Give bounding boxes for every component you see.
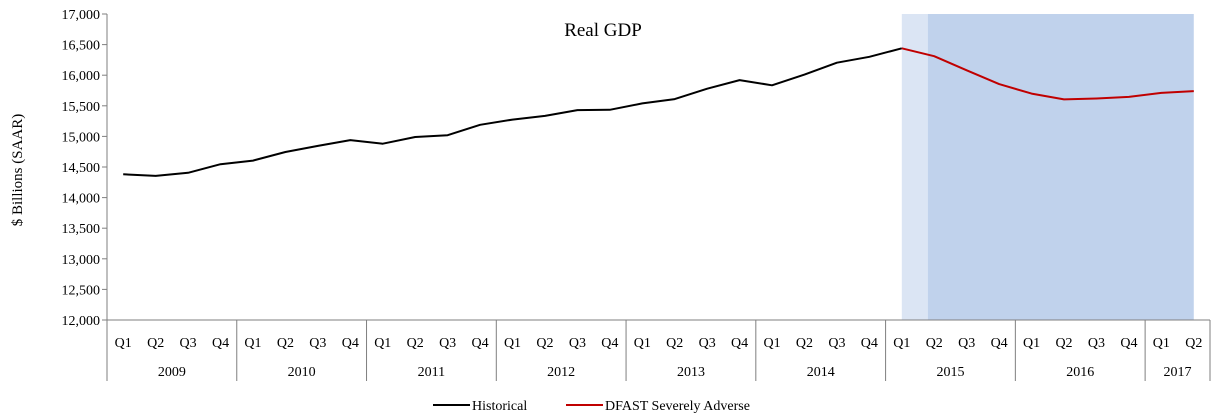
series-line-historical <box>123 47 903 177</box>
x-tick-label-year: 2011 <box>418 365 445 380</box>
x-tick-label-quarter: Q1 <box>763 336 780 351</box>
x-tick-label-quarter: Q1 <box>374 336 391 351</box>
legend-dfast-label: DFAST Severely Adverse <box>605 399 750 414</box>
x-tick-label-year: 2013 <box>677 365 705 380</box>
x-tick-label-quarter: Q4 <box>1120 336 1137 351</box>
y-tick-label: 14,000 <box>62 192 101 207</box>
x-tick-label-year: 2012 <box>547 365 575 380</box>
x-tick-label-quarter: Q3 <box>699 336 716 351</box>
x-tick-label-quarter: Q1 <box>115 336 132 351</box>
x-tick-label-quarter: Q3 <box>180 336 197 351</box>
x-tick-label-quarter: Q4 <box>342 336 359 351</box>
x-tick-label-year: 2010 <box>288 365 316 380</box>
shading-band-1 <box>927 14 1194 320</box>
x-tick-label-quarter: Q3 <box>958 336 975 351</box>
x-tick-label-quarter: Q4 <box>472 336 489 351</box>
series-line-dfast-severely-adverse <box>901 47 1194 101</box>
y-tick-label: 15,000 <box>62 130 101 145</box>
x-tick-label-quarter: Q4 <box>991 336 1008 351</box>
x-tick-label-quarter: Q3 <box>439 336 456 351</box>
x-tick-label-quarter: Q2 <box>926 336 943 351</box>
x-tick-label-quarter: Q2 <box>407 336 424 351</box>
x-tick-label-quarter: Q4 <box>731 336 748 351</box>
series-lines <box>123 47 1194 177</box>
y-tick-label: 17,000 <box>62 8 101 23</box>
legend-historical-label: Historical <box>472 399 527 414</box>
x-tick-label-quarter: Q2 <box>277 336 294 351</box>
y-axis-label: $ Billions (SAAR) <box>10 114 26 227</box>
x-tick-label-quarter: Q1 <box>244 336 261 351</box>
y-tick-label: 13,000 <box>62 253 101 268</box>
forecast-shading <box>901 14 1194 320</box>
x-tick-label-quarter: Q1 <box>504 336 521 351</box>
x-tick-label-quarter: Q3 <box>309 336 326 351</box>
shading-band-0 <box>901 14 928 320</box>
x-tick-label-quarter: Q3 <box>828 336 845 351</box>
x-tick-label-quarter: Q4 <box>861 336 878 351</box>
y-tick-label: 12,000 <box>62 314 101 329</box>
x-tick-label-year: 2016 <box>1066 365 1094 380</box>
x-tick-label-quarter: Q3 <box>569 336 586 351</box>
x-axis: Q1 Q2 Q3 Q4 Q1 Q2 Q3 Q4 Q1 Q2 Q3 Q4 Q1 Q2 Q3 Q4 Q1 Q2 Q3 Q4… <box>106 319 1211 381</box>
x-tick-label-year: 2017 <box>1164 365 1192 380</box>
legend: Historical DFAST Severely Adverse <box>433 399 750 414</box>
y-tick-label: 14,500 <box>62 161 101 176</box>
y-tick-label: 13,500 <box>62 222 101 237</box>
x-tick-label-quarter: Q2 <box>796 336 813 351</box>
chart-title: Real GDP <box>564 20 642 41</box>
y-axis: 12,000 12,500 13,000 13,500 14,000 14,500 15,0… <box>62 8 108 329</box>
x-tick-label-quarter: Q1 <box>1023 336 1040 351</box>
x-tick-label-quarter: Q4 <box>212 336 229 351</box>
x-tick-label-year: 2014 <box>807 365 835 380</box>
x-tick-label-year: 2009 <box>158 365 186 380</box>
y-tick-label: 16,500 <box>62 39 101 54</box>
x-tick-label-quarter: Q2 <box>147 336 164 351</box>
x-tick-label-quarter: Q2 <box>666 336 683 351</box>
y-tick-label: 12,500 <box>62 283 101 298</box>
x-tick-label-quarter: Q2 <box>1055 336 1072 351</box>
x-tick-label-quarter: Q1 <box>893 336 910 351</box>
x-tick-label-quarter: Q3 <box>1088 336 1105 351</box>
y-tick-label: 15,500 <box>62 100 101 115</box>
x-tick-label-quarter: Q2 <box>536 336 553 351</box>
x-tick-label-quarter: Q1 <box>1153 336 1170 351</box>
y-tick-label: 16,000 <box>62 69 101 84</box>
x-tick-label-quarter: Q2 <box>1185 336 1202 351</box>
x-tick-label-year: 2015 <box>936 365 964 380</box>
x-tick-label-quarter: Q1 <box>634 336 651 351</box>
x-tick-label-quarter: Q4 <box>601 336 618 351</box>
